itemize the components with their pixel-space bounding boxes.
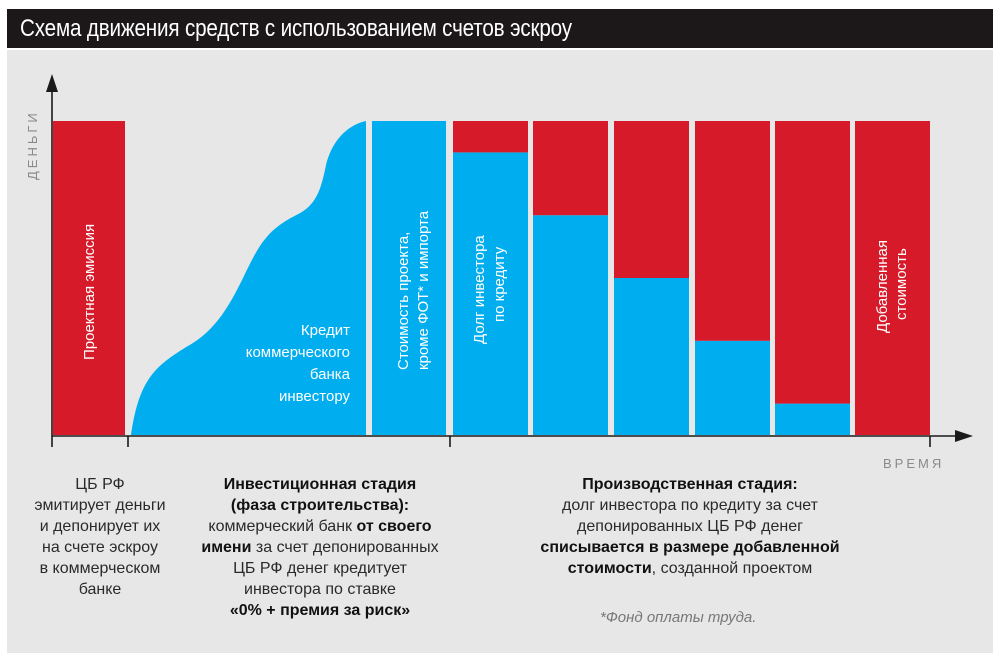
production-bar-debt-3: [614, 278, 689, 435]
production-text: , созданной проектом: [651, 560, 813, 577]
credit-label-line-1: Кредит: [301, 322, 350, 339]
production-heading: Производственная стадия:: [582, 476, 798, 493]
production-bar-added-value-1: [453, 121, 528, 153]
credit-label-line-3: банка: [310, 366, 351, 383]
credit-curve-area: [131, 121, 366, 435]
investment-text: инвестора по ставке: [244, 581, 396, 598]
added-value-label-line-2: стоимость: [893, 248, 910, 320]
production-bold: стоимости: [567, 560, 652, 577]
project-cost-bar: [372, 121, 446, 435]
investment-bold: имени: [201, 539, 252, 556]
footnote: *Фонд оплаты труда.: [600, 609, 757, 626]
credit-label-line-4: инвестору: [279, 388, 351, 405]
production-bar-debt-2: [533, 215, 608, 435]
emission-bar: [53, 121, 125, 435]
emission-note-line: в коммерческом: [39, 560, 161, 577]
investment-rate: «0% + премия за риск»: [229, 602, 411, 619]
production-text: долг инвестора по кредиту за счет: [562, 497, 818, 514]
production-bar-added-value-3: [614, 121, 689, 278]
added-value-label-line-1: Добавленная: [874, 240, 891, 333]
investment-heading: Инвестиционная стадия: [223, 476, 417, 493]
credit-label-line-2: коммерческого: [246, 344, 350, 361]
title-bar: Схема движения средств с использованием …: [7, 9, 993, 48]
production-text: депонированных ЦБ РФ денег: [577, 518, 803, 535]
production-bar-added-value-6: [855, 121, 930, 435]
investment-subheading: (фаза строительства):: [230, 497, 410, 514]
project-cost-label-line-2: кроме ФОТ* и импорта: [415, 210, 432, 370]
x-axis-arrow-icon: [955, 430, 973, 442]
production-bar-debt-5: [775, 403, 850, 435]
emission-note-line: эмитирует деньги: [34, 497, 166, 514]
page-title: Схема движения средств с использованием …: [20, 15, 572, 42]
investment-text: коммерческий банк: [208, 518, 357, 535]
debt-label-line-1: Долг инвестора: [471, 235, 488, 344]
investment-text: ЦБ РФ денег кредитует: [233, 560, 407, 577]
y-axis-label: ДЕНЬГИ: [25, 110, 40, 180]
production-bar-debt-1: [453, 152, 528, 435]
investment-bold: от своего: [356, 518, 432, 535]
bars-layer: [53, 121, 930, 435]
emission-note-line: ЦБ РФ: [75, 476, 125, 493]
production-note: Производственная стадия: долг инвестора …: [495, 474, 885, 579]
production-bar-added-value-4: [695, 121, 770, 341]
emission-note-line: и депонирует их: [39, 518, 161, 535]
project-cost-label-line-1: Стоимость проекта,: [395, 232, 412, 370]
investment-note: Инвестиционная стадия (фаза строительств…: [180, 474, 460, 621]
emission-note: ЦБ РФ эмитирует деньги и депонирует их н…: [30, 474, 170, 600]
production-bold: списывается в размере добавленной: [540, 539, 840, 556]
production-bar-debt-4: [695, 340, 770, 435]
production-bar-added-value-5: [775, 121, 850, 404]
emission-note-line: на счете эскроу: [42, 539, 158, 556]
y-axis-arrow-icon: [46, 74, 58, 92]
production-bar-added-value-2: [533, 121, 608, 216]
emission-bar-label: Проектная эмиссия: [81, 224, 98, 360]
investment-text: за счет депонированных: [251, 539, 439, 556]
debt-label-line-2: по кредиту: [491, 246, 508, 322]
emission-note-line: банке: [78, 581, 122, 598]
x-axis-label: ВРЕМЯ: [883, 456, 944, 471]
